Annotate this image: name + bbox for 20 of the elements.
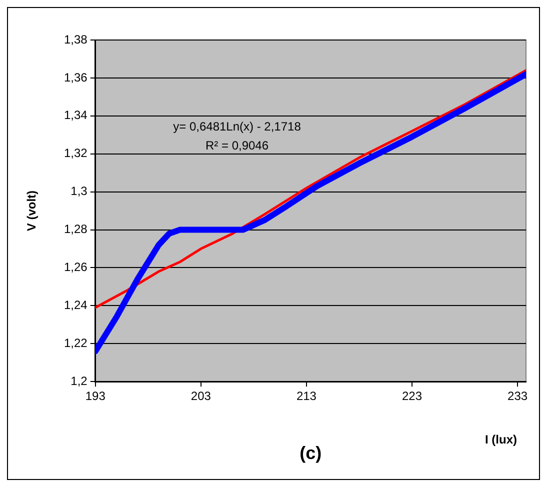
x-tick-label: 233 — [508, 389, 528, 404]
y-tick-label: 1,24 — [64, 298, 88, 312]
x-tick-label: 203 — [190, 389, 212, 404]
x-tick-label: 193 — [85, 389, 106, 404]
y-tick-label: 1,28 — [64, 222, 88, 236]
y-tick-label: 1,32 — [64, 146, 88, 160]
y-tick-label: 1,3 — [70, 184, 88, 198]
annotation: y= 0,6481Ln(x) - 2,1718 — [173, 119, 302, 134]
y-tick-label: 1,36 — [64, 70, 88, 84]
y-tick-label: 1,26 — [64, 260, 88, 274]
x-tick-label: 223 — [402, 389, 422, 404]
x-tick-label: 213 — [296, 389, 317, 404]
y-tick-label: 1,2 — [70, 374, 88, 388]
y-tick-label: 1,34 — [64, 108, 88, 122]
y-tick-label: 1,22 — [64, 336, 88, 350]
y-axis-title: V (volt) — [24, 190, 38, 232]
annotation: R² = 0,9046 — [205, 138, 269, 152]
text: (c) — [300, 442, 322, 463]
x-axis-title: I (lux) — [485, 432, 517, 446]
y-tick-label: 1,38 — [64, 32, 88, 46]
